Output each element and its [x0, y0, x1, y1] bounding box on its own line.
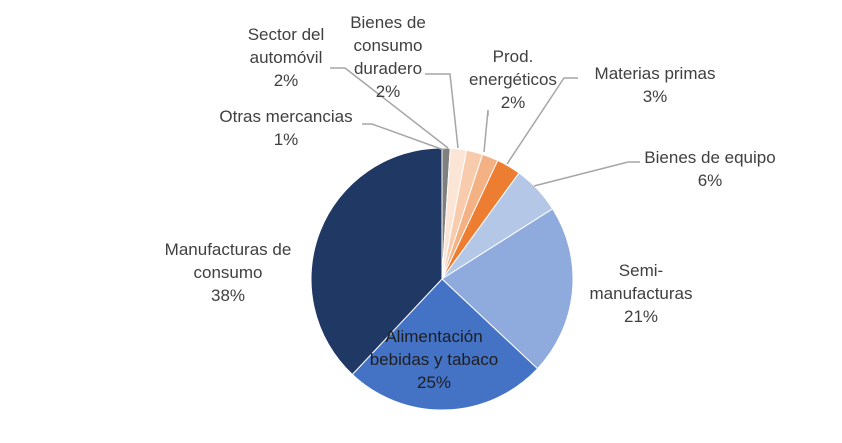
slice-label-bienes-de-consumo-duradero: Bienes de consumo duradero 2%	[350, 13, 426, 101]
pie-slice-semi-manufacturas	[441, 208, 574, 370]
slice-name-line: bebidas y tabaco	[370, 350, 499, 369]
pie-slices	[310, 147, 574, 411]
leader-line-otras-mercancias	[362, 123, 445, 151]
pie-slice-alimentacion-bebidas-y-tabaco	[351, 278, 539, 411]
slice-label-bienes-de-equipo: Bienes de equipo 6%	[644, 148, 775, 190]
slice-name-line: consumo	[354, 36, 423, 55]
slice-name-line: consumo	[194, 263, 263, 282]
slice-percent-label: 2%	[376, 82, 401, 101]
slice-percent-label: 21%	[624, 307, 658, 326]
slice-name-line: Sector del	[248, 25, 325, 44]
slice-name-line: Bienes de	[350, 13, 426, 32]
slice-percent-label: 38%	[211, 286, 245, 305]
leader-line-bienes-de-equipo	[533, 161, 640, 187]
slice-percent-label: 2%	[274, 71, 299, 90]
slice-name-line: duradero	[354, 59, 422, 78]
leader-line-sector-del-automovil	[330, 67, 449, 149]
slice-name-line: Manufacturas de	[165, 240, 292, 259]
slice-name-line: Prod.	[493, 47, 534, 66]
slice-labels: Otras mercancias 1%Sector del automóvil 2%B…	[165, 13, 776, 392]
slice-name-line: Bienes de equipo	[644, 148, 775, 167]
leader-lines	[330, 67, 640, 187]
slice-percent-label: 25%	[417, 373, 451, 392]
slice-name-line: energéticos	[469, 70, 557, 89]
slice-label-otras-mercancias: Otras mercancias 1%	[219, 107, 352, 149]
leader-line-prod-energeticos	[483, 109, 489, 153]
slice-label-alimentacion-bebidas-y-tabaco: Alimentación bebidas y tabaco 25%	[370, 327, 499, 392]
pie-slice-manufacturas-de-consumo	[310, 147, 443, 376]
slice-name-line: Semi-	[619, 261, 663, 280]
slice-name-line: manufacturas	[590, 284, 693, 303]
slice-label-sector-del-automovil: Sector del automóvil 2%	[248, 25, 325, 90]
slice-label-manufacturas-de-consumo: Manufacturas de consumo 38%	[165, 240, 292, 305]
slice-label-prod-energeticos: Prod. energéticos 2%	[469, 47, 557, 112]
slice-percent-label: 1%	[274, 130, 299, 149]
slice-percent-label: 6%	[698, 171, 723, 190]
slice-label-materias-primas: Materias primas 3%	[595, 64, 716, 106]
slice-name-line: Otras mercancias	[219, 107, 352, 126]
leader-line-bienes-de-consumo-duradero	[425, 73, 459, 149]
slice-percent-label: 2%	[501, 93, 526, 112]
slice-name-line: Alimentación	[385, 327, 482, 346]
slice-percent-label: 3%	[643, 87, 668, 106]
slice-name-line: Materias primas	[595, 64, 716, 83]
slice-label-semi-manufacturas: Semi-manufacturas 21%	[590, 261, 693, 326]
leader-line-materias-primas	[506, 77, 578, 165]
slice-name-line: automóvil	[250, 48, 323, 67]
